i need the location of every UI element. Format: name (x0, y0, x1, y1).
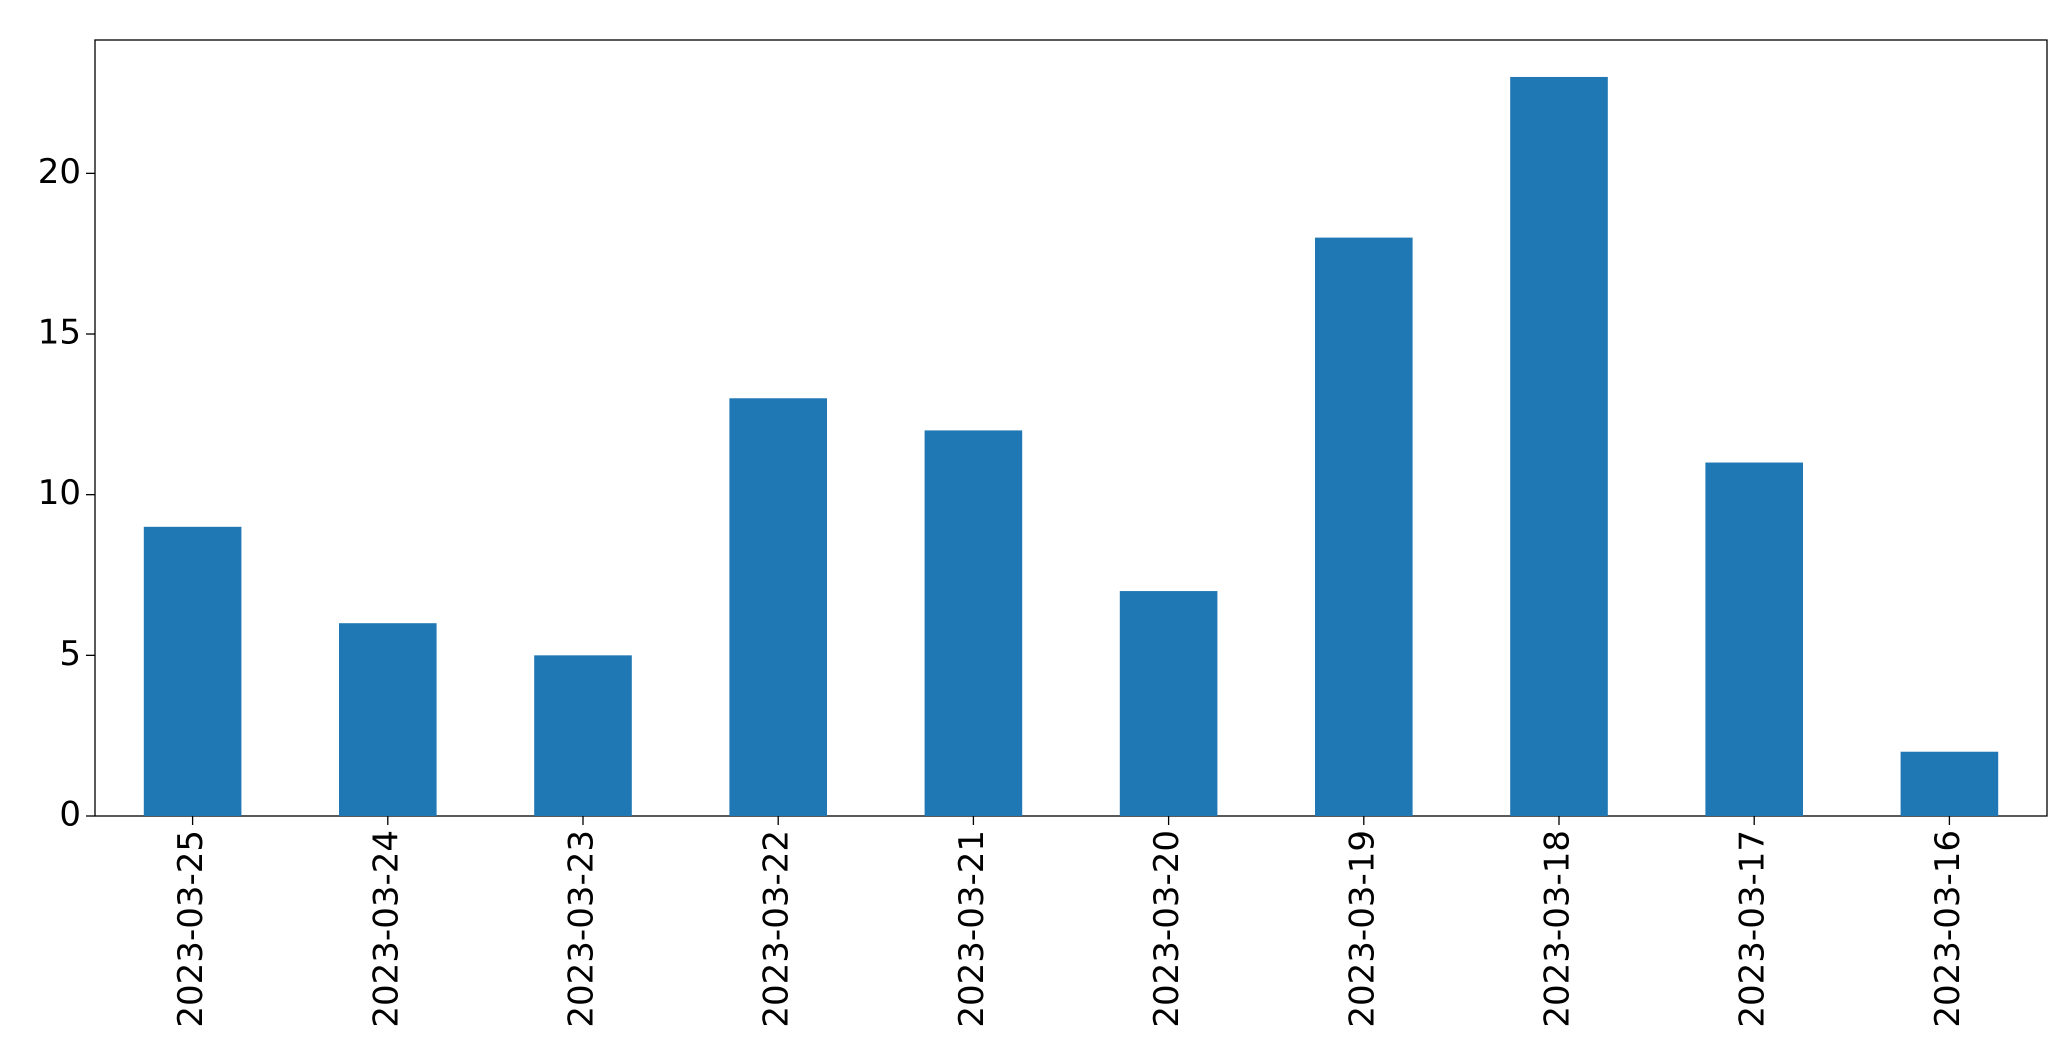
x-tick-label: 2023-03-25 (171, 830, 211, 1028)
x-tick-label: 2023-03-20 (1147, 830, 1187, 1028)
x-tick-label: 2023-03-19 (1342, 830, 1382, 1028)
bar (1510, 76, 1608, 816)
y-tick-label: 20 (38, 152, 81, 192)
bar (534, 655, 632, 816)
x-tick-label: 2023-03-24 (366, 830, 406, 1028)
y-tick-label: 10 (38, 473, 81, 513)
bar (1315, 237, 1413, 816)
bar (1900, 751, 1999, 816)
x-tick-label: 2023-03-16 (1928, 830, 1968, 1028)
bar (924, 430, 1023, 816)
bar (1119, 591, 1218, 816)
bar (1705, 462, 1803, 816)
x-tick-label: 2023-03-23 (562, 830, 602, 1028)
bar (729, 398, 827, 816)
bar (143, 526, 242, 816)
x-tick-label: 2023-03-22 (757, 830, 797, 1028)
x-tick-label: 2023-03-17 (1733, 830, 1773, 1028)
x-tick-label: 2023-03-18 (1538, 830, 1578, 1028)
x-tick-label: 2023-03-21 (952, 830, 992, 1028)
y-tick-label: 0 (59, 795, 81, 835)
bar (339, 623, 437, 816)
y-tick-label: 15 (38, 313, 81, 353)
y-tick-label: 5 (59, 634, 81, 674)
plot-frame (94, 39, 2048, 817)
